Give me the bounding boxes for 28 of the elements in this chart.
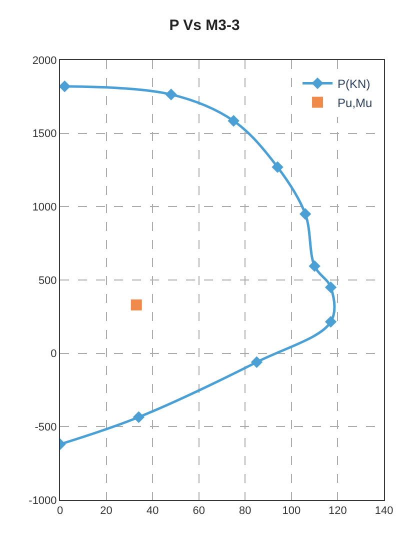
point [324,281,337,294]
point [228,115,240,127]
point [324,316,337,328]
chart-title: P Vs M3-3 [169,17,240,34]
y-tick-label: 1000 [32,202,57,214]
point [272,161,284,173]
point [308,260,320,272]
legend-label: Pu,Mu [338,96,372,110]
x-tick-label: 60 [192,505,205,518]
point [165,88,177,100]
y-tick-label: -1000 [28,494,57,507]
point [132,411,145,423]
x-tick-label: 40 [146,505,159,518]
y-tick-label: 2000 [32,54,57,67]
y-tick-label: 1500 [32,128,57,140]
point [60,80,70,92]
point [130,299,142,310]
x-tick-label: 20 [100,505,112,518]
legend-label: P(KN) [338,76,370,91]
point [299,208,312,220]
x-tick-label: 100 [282,505,301,518]
x-tick-label: 80 [239,505,252,518]
x-tick-label: 120 [328,505,347,518]
point [250,356,263,368]
y-tick-label: -500 [34,422,57,434]
y-tick-label: 0 [50,348,57,360]
x-tick-label: 140 [374,505,394,518]
y-tick-label: 500 [38,274,57,287]
